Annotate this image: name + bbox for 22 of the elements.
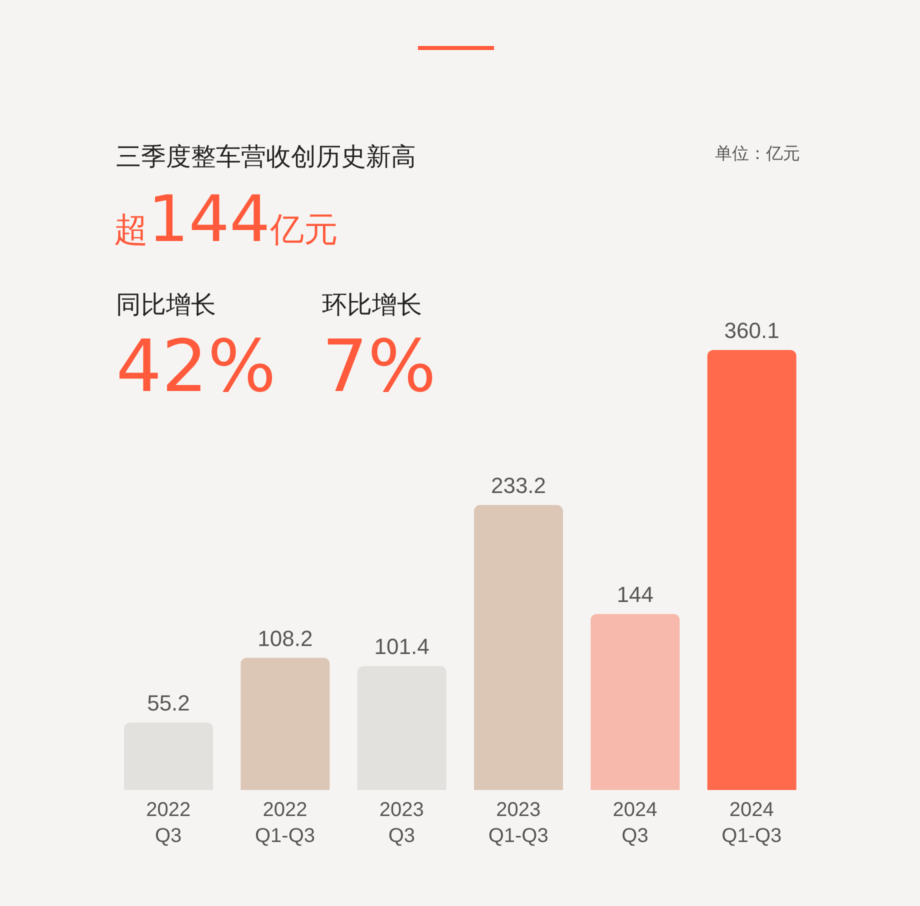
x-tick-label: 2023 Q3 — [379, 799, 424, 847]
data-label: 108.2 — [258, 626, 313, 651]
x-tick-label: 2023 Q1-Q3 — [488, 799, 548, 847]
data-label: 233.2 — [490, 473, 546, 498]
text: 环比增长 — [322, 289, 423, 321]
bar — [240, 658, 330, 790]
data-label: 360.1 — [724, 318, 780, 343]
bar — [590, 614, 680, 790]
data-label: 144 — [616, 582, 654, 608]
text: 单位：亿元 — [715, 143, 800, 165]
x-tick-label: 2022 Q3 — [146, 799, 191, 847]
data-label: 101.4 — [374, 634, 430, 660]
data-label: 55.2 — [147, 690, 190, 716]
x-tick-label: 2024 Q3 — [612, 799, 658, 847]
x-tick-label: 2024 Q1-Q3 — [722, 799, 782, 847]
annotation: 42% — [116, 323, 276, 410]
chart-title: 三季度整车营收创历史新高 — [116, 141, 416, 173]
bar — [474, 505, 563, 790]
annotation: 7% — [322, 323, 436, 410]
x-tick-label: 2022 Q1-Q3 — [254, 799, 316, 847]
text: 同比增长 — [116, 289, 217, 321]
bar — [707, 350, 796, 790]
